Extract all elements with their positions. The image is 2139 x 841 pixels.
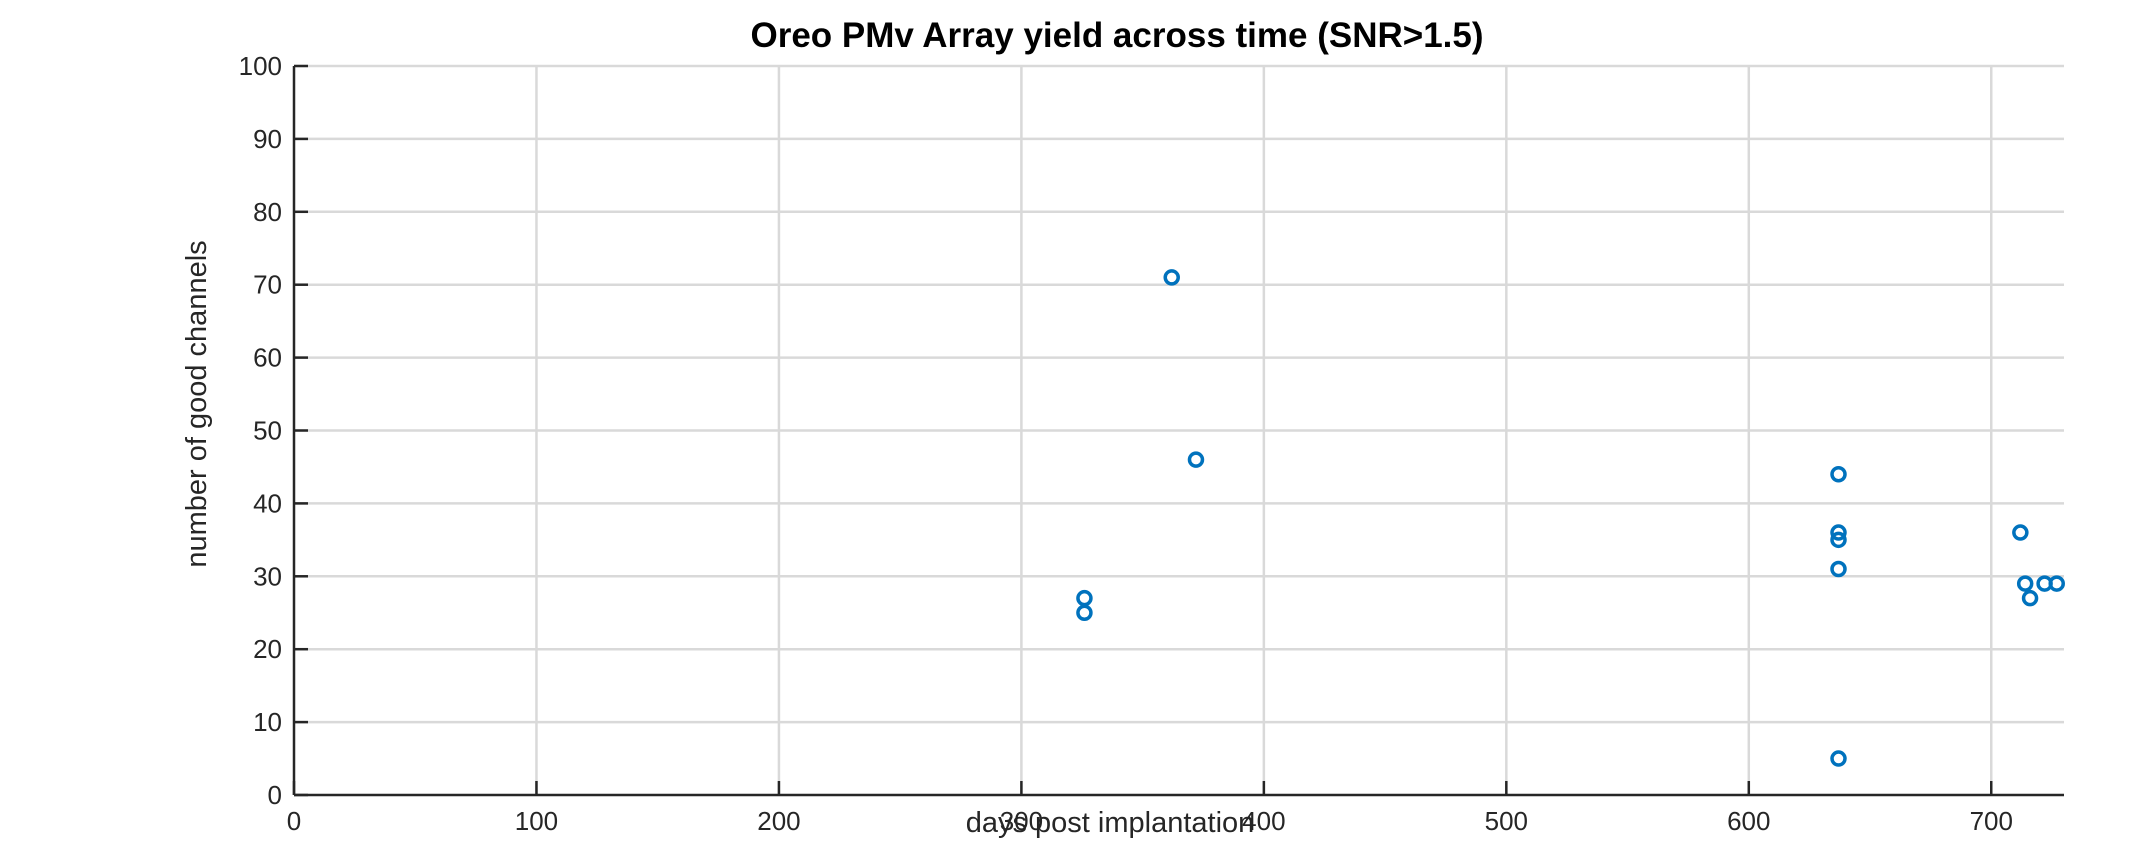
data-point <box>1830 750 1847 767</box>
y-tick-label: 20 <box>253 634 282 664</box>
y-tick-label: 30 <box>253 561 282 591</box>
y-tick-label: 90 <box>253 124 282 154</box>
y-axis-label: number of good channels <box>181 240 213 567</box>
x-tick-label: 300 <box>1000 806 1043 836</box>
y-tick-label: 50 <box>253 416 282 446</box>
data-point <box>1187 451 1205 468</box>
data-point <box>1830 524 1847 541</box>
data-point <box>1830 531 1847 549</box>
x-tick-label: 700 <box>1970 806 2013 836</box>
data-point <box>1830 560 1847 578</box>
chart-title: Oreo PMv Array yield across time (SNR>1.… <box>750 16 1483 55</box>
ticks: 0 100 200 300 400 500 600 700 0 10 20 30 40 50 60 70 80 9… <box>239 51 2013 836</box>
data-point <box>2016 575 2034 592</box>
data-point <box>2048 575 2065 592</box>
data-point <box>1076 604 1093 621</box>
data-point <box>2021 589 2039 607</box>
x-tick-label: 600 <box>1727 806 1770 836</box>
x-tick-label: 200 <box>757 806 800 836</box>
data-point <box>1163 269 1180 286</box>
y-tick-label: 70 <box>253 270 282 300</box>
data-points <box>1076 269 2065 767</box>
data-point <box>2012 524 2029 541</box>
data-point <box>1076 589 1093 607</box>
x-tick-label: 500 <box>1485 806 1528 836</box>
x-tick-label: 100 <box>515 806 558 836</box>
y-tick-label: 100 <box>239 51 282 81</box>
y-tick-label: 0 <box>268 780 282 810</box>
y-tick-label: 80 <box>253 197 282 227</box>
y-tick-label: 60 <box>253 343 282 373</box>
x-tick-label: 0 <box>287 806 301 836</box>
data-point <box>1830 465 1847 483</box>
y-tick-label: 40 <box>253 488 282 518</box>
x-axis-label: days post implantation <box>966 807 1255 839</box>
x-tick-label: 400 <box>1242 806 1285 836</box>
y-tick-label: 10 <box>253 707 282 737</box>
grid <box>294 64 2064 795</box>
